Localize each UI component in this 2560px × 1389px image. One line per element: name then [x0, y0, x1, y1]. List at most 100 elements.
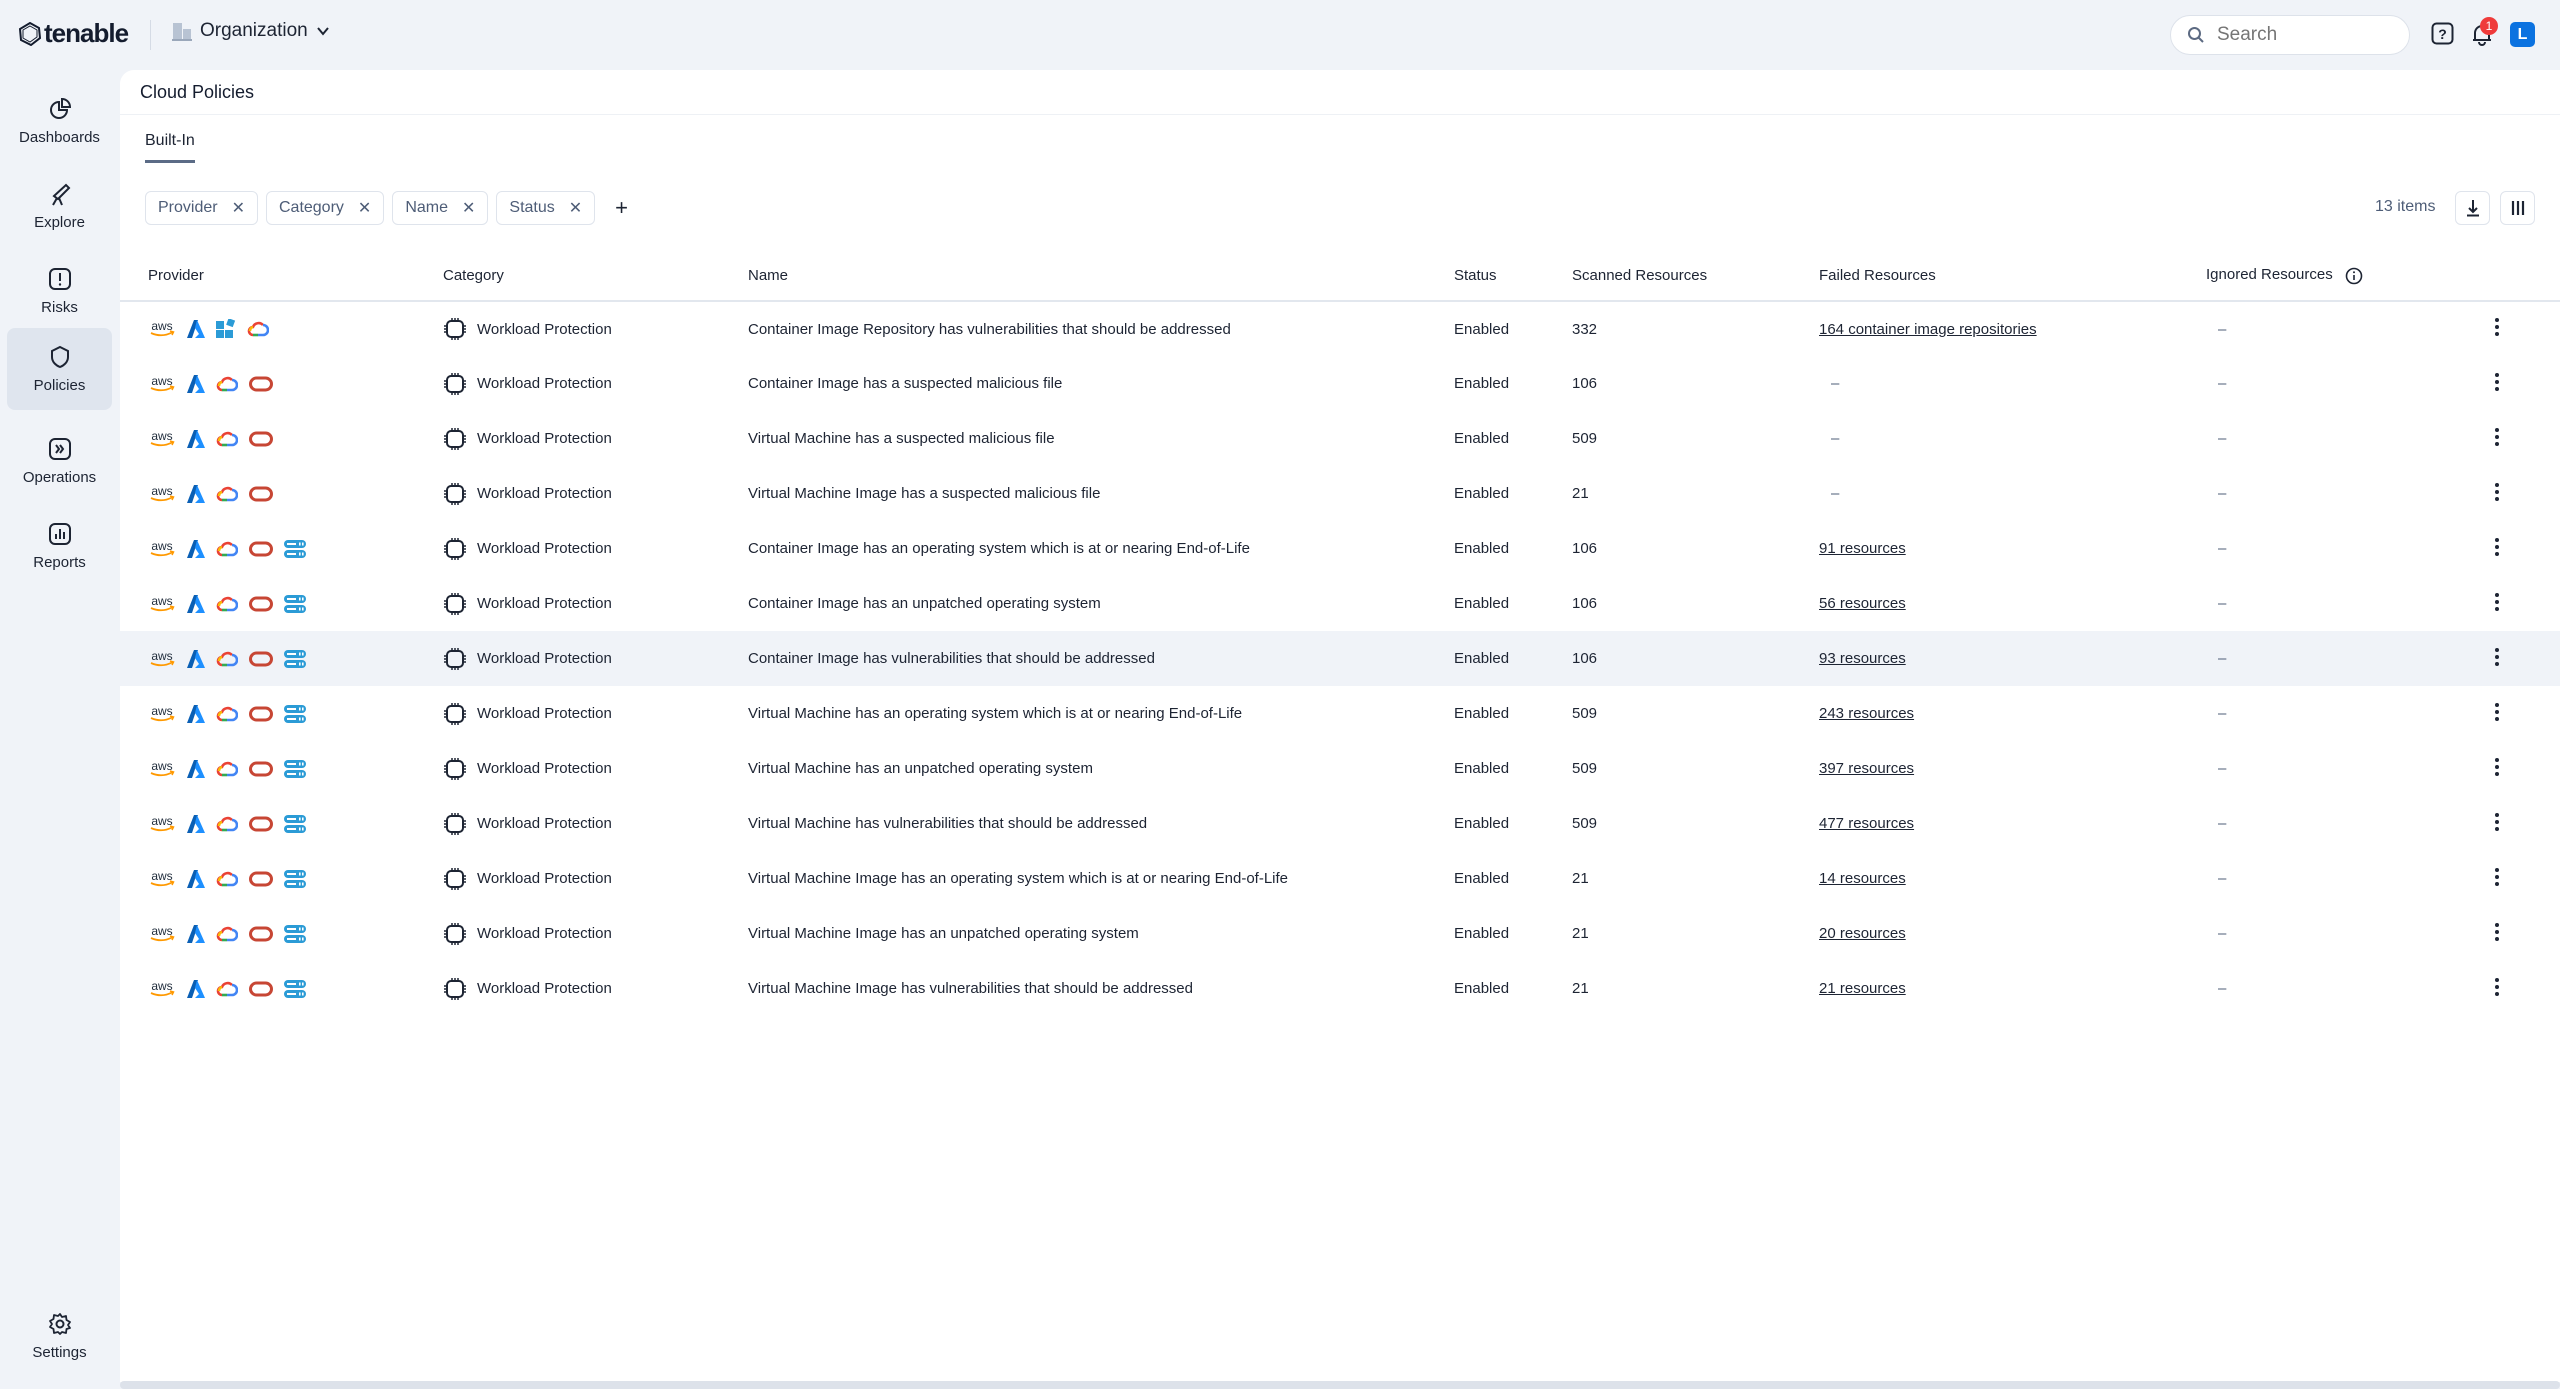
- row-actions-button[interactable]: [2486, 423, 2508, 455]
- aws-icon: aws: [150, 429, 175, 446]
- table-row[interactable]: aws Workload Protection Virtual Machine Im…: [120, 961, 2560, 1016]
- svg-text:aws: aws: [151, 979, 172, 993]
- failed-resources-link[interactable]: 21 resources: [1819, 980, 1906, 997]
- failed-resources-link[interactable]: 243 resources: [1819, 705, 1915, 722]
- failed-resources-link[interactable]: 477 resources: [1819, 815, 1915, 832]
- column-status[interactable]: Status: [1454, 251, 1572, 302]
- sidebar-item-explore[interactable]: Explore: [7, 165, 112, 247]
- table-row[interactable]: aws Workload Protection Container Image ha…: [120, 576, 2560, 631]
- column-scanned-resources[interactable]: Scanned Resources: [1572, 251, 1819, 302]
- azure-icon: [187, 320, 205, 338]
- close-icon[interactable]: ✕: [462, 200, 476, 217]
- column-category[interactable]: Category: [443, 251, 748, 302]
- column-ignored-resources[interactable]: Ignored Resources: [2206, 251, 2486, 302]
- aws-icon: aws: [150, 374, 175, 391]
- tab-built-in[interactable]: Built-In: [145, 132, 195, 163]
- row-actions-button[interactable]: [2486, 698, 2508, 730]
- table-row[interactable]: aws Workload Protection Virtual Machine ha…: [120, 686, 2560, 741]
- help-icon[interactable]: ?: [2431, 22, 2454, 45]
- sidebar-item-reports[interactable]: Reports: [7, 505, 112, 587]
- sidebar-item-policies[interactable]: Policies: [7, 328, 112, 410]
- aws-icon: aws: [150, 924, 175, 941]
- filter-chip-status[interactable]: Status ✕: [496, 191, 596, 225]
- columns-button[interactable]: [2500, 191, 2535, 225]
- table-row[interactable]: aws Workload Protection Container Image ha…: [120, 521, 2560, 576]
- table-row[interactable]: aws Workload Protection Virtual Machine ha…: [120, 411, 2560, 466]
- search-box[interactable]: [2170, 15, 2410, 55]
- table-row[interactable]: aws Workload Protection Virtual Machine Im…: [120, 466, 2560, 521]
- row-actions-button[interactable]: [2486, 533, 2508, 565]
- failed-resources-link[interactable]: 397 resources: [1819, 760, 1915, 777]
- horizontal-scrollbar[interactable]: [120, 1381, 2560, 1389]
- row-actions-button[interactable]: [2486, 918, 2508, 950]
- row-actions-button[interactable]: [2486, 973, 2508, 1005]
- table-row[interactable]: aws Workload Protection Virtual Machine Im…: [120, 851, 2560, 906]
- failed-resources-link[interactable]: 14 resources: [1819, 870, 1906, 887]
- chip-icon: [444, 977, 466, 1000]
- table-row[interactable]: aws Workload Protection Virtual Machine ha…: [120, 796, 2560, 851]
- add-filter-button[interactable]: +: [615, 195, 629, 220]
- sidebar-item-settings[interactable]: Settings: [7, 1295, 112, 1377]
- policy-name[interactable]: Virtual Machine has a suspected maliciou…: [748, 430, 1055, 447]
- scanned-resources-cell: 21: [1572, 485, 1589, 502]
- row-actions-button[interactable]: [2486, 643, 2508, 675]
- sidebar-item-risks[interactable]: Risks: [7, 250, 112, 332]
- failed-resources-link[interactable]: 93 resources: [1819, 650, 1906, 667]
- column-name[interactable]: Name: [748, 251, 1454, 302]
- info-icon[interactable]: [2345, 267, 2363, 285]
- filter-bar: Provider ✕ Category ✕ Name ✕ Status ✕ +: [145, 191, 628, 225]
- tenable-logo[interactable]: tenable: [18, 18, 129, 49]
- filter-chip-name[interactable]: Name ✕: [392, 191, 489, 225]
- policy-name[interactable]: Container Image has an unpatched operati…: [748, 595, 1101, 612]
- filter-chip-provider[interactable]: Provider ✕: [145, 191, 258, 225]
- provider-cell: aws: [120, 631, 443, 686]
- provider-cell: aws: [120, 521, 443, 576]
- organization-selector[interactable]: Organization: [172, 20, 330, 42]
- table-row[interactable]: aws Workload Protection Container Image Re…: [120, 301, 2560, 356]
- search-input[interactable]: [2217, 24, 2387, 46]
- provider-cell: aws: [120, 851, 443, 906]
- sidebar-item-dashboards[interactable]: Dashboards: [7, 80, 112, 162]
- sidebar-item-label: Explore: [34, 213, 85, 231]
- row-actions-button[interactable]: [2486, 588, 2508, 620]
- close-icon[interactable]: ✕: [231, 200, 245, 217]
- column-provider[interactable]: Provider: [120, 251, 443, 302]
- failed-resources-link[interactable]: 91 resources: [1819, 540, 1906, 557]
- sidebar-item-label: Operations: [22, 468, 97, 486]
- column-failed-resources[interactable]: Failed Resources: [1819, 251, 2206, 302]
- failed-resources-link[interactable]: 164 container image repositories: [1819, 320, 2037, 338]
- policy-name[interactable]: Virtual Machine Image has vulnerabilitie…: [748, 980, 1193, 997]
- svg-text:aws: aws: [151, 649, 172, 663]
- failed-resources-link[interactable]: 20 resources: [1819, 925, 1906, 942]
- policy-name[interactable]: Container Image has an operating system …: [748, 540, 1250, 557]
- row-actions-button[interactable]: [2486, 753, 2508, 785]
- tenable-logo-icon: [18, 21, 42, 46]
- policy-name[interactable]: Virtual Machine Image has an operating s…: [748, 870, 1289, 887]
- row-actions-button[interactable]: [2486, 478, 2508, 510]
- policy-name[interactable]: Virtual Machine has vulnerabilities that…: [748, 815, 1148, 832]
- row-actions-button[interactable]: [2486, 368, 2508, 400]
- policy-name[interactable]: Container Image has vulnerabilities that…: [748, 631, 1454, 686]
- close-icon[interactable]: ✕: [357, 200, 372, 217]
- row-actions-button[interactable]: [2486, 863, 2508, 895]
- table-row[interactable]: aws Workload Protection Container Image ha…: [120, 356, 2560, 411]
- table-row[interactable]: aws Workload Protection Container Image ha…: [120, 631, 2560, 686]
- policy-name[interactable]: Virtual Machine has an unpatched operati…: [748, 760, 1093, 777]
- policy-name[interactable]: Container Image Repository has vulnerabi…: [748, 320, 1231, 338]
- policy-name[interactable]: Virtual Machine Image has an unpatched o…: [748, 925, 1139, 942]
- table-row[interactable]: aws Workload Protection Virtual Machine ha…: [120, 741, 2560, 796]
- scanned-resources-cell: 106: [1572, 540, 1598, 557]
- filter-chip-category[interactable]: Category ✕: [265, 191, 385, 225]
- policy-name[interactable]: Virtual Machine Image has a suspected ma…: [748, 485, 1101, 502]
- sidebar-item-operations[interactable]: Operations: [7, 420, 112, 502]
- scanned-resources-cell: 509: [1572, 760, 1598, 777]
- close-icon[interactable]: ✕: [568, 200, 583, 217]
- policy-name[interactable]: Virtual Machine has an operating system …: [748, 705, 1243, 722]
- policy-name[interactable]: Container Image has a suspected maliciou…: [748, 375, 1063, 392]
- avatar[interactable]: L: [2510, 22, 2535, 47]
- table-row[interactable]: aws Workload Protection Virtual Machine Im…: [120, 906, 2560, 961]
- row-actions-button[interactable]: [2486, 808, 2508, 840]
- download-button[interactable]: [2455, 191, 2490, 225]
- failed-resources-link[interactable]: 56 resources: [1819, 595, 1906, 612]
- row-actions-button[interactable]: [2486, 313, 2508, 345]
